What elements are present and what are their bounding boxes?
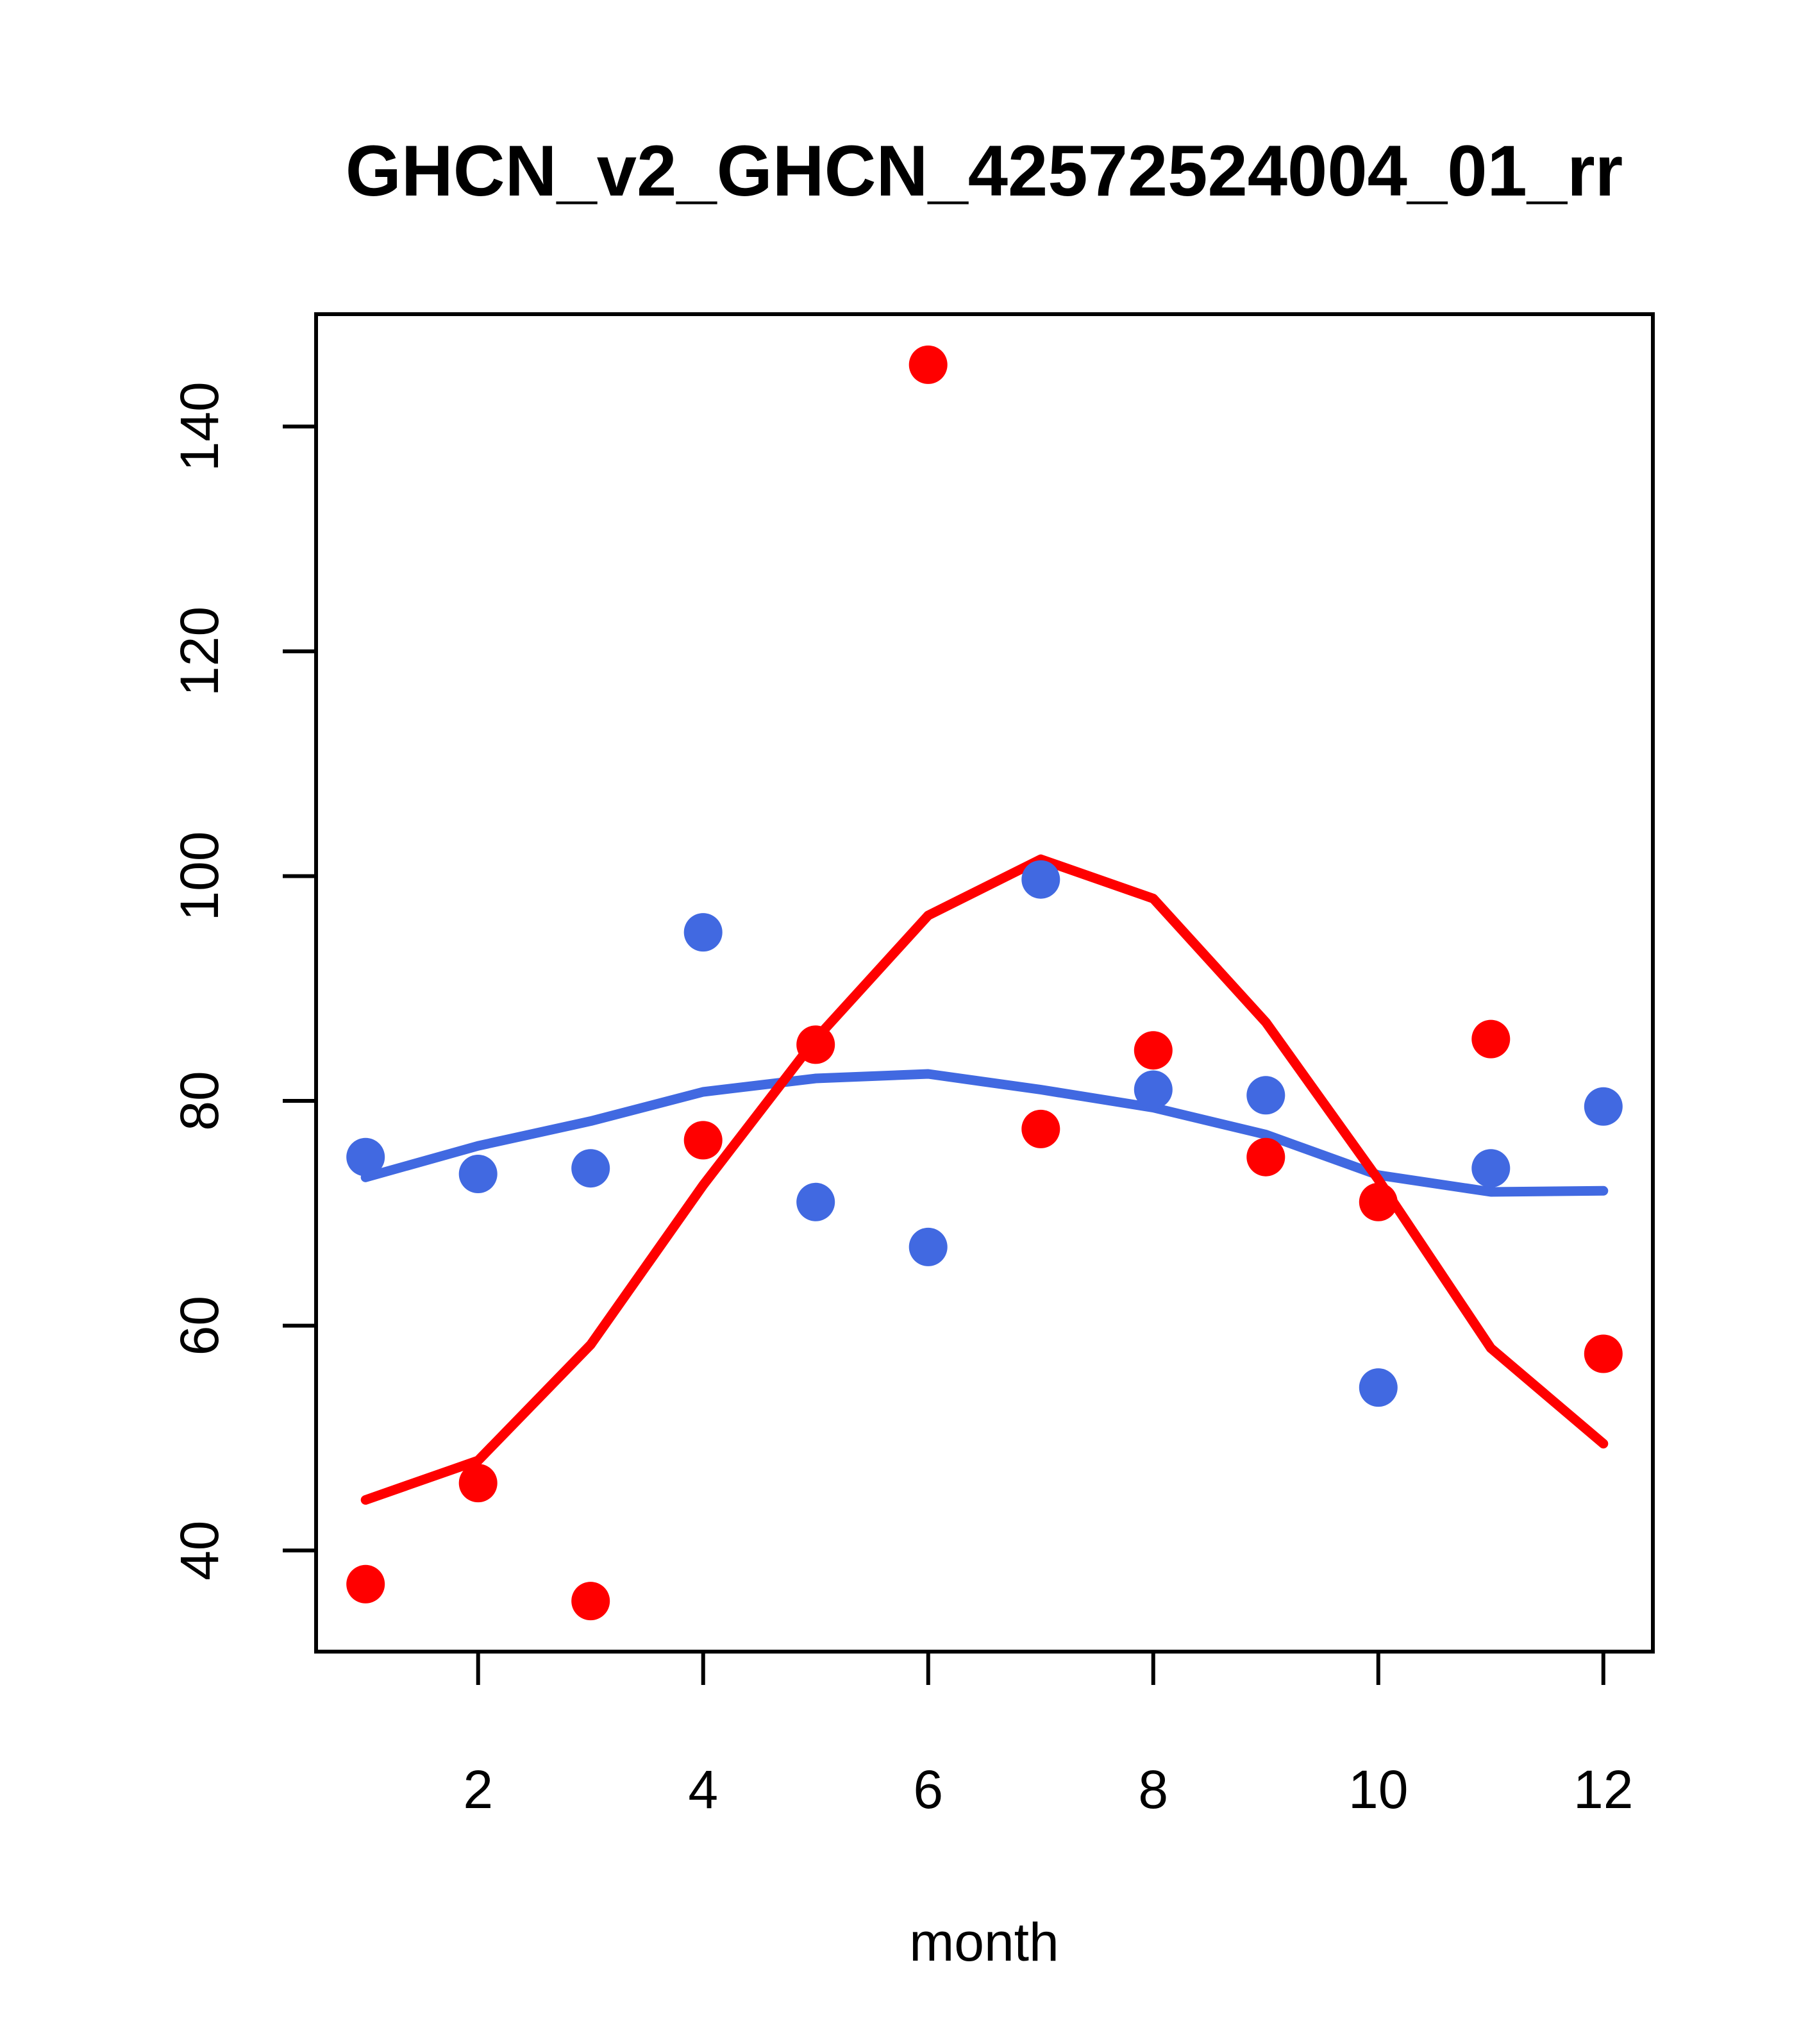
x-tick-label-6: 6 <box>913 1759 943 1820</box>
y-tick-label-40: 40 <box>169 1521 230 1580</box>
blue-points-m11 <box>1471 1149 1511 1188</box>
red-points-m12 <box>1584 1334 1623 1373</box>
red-points-m1 <box>346 1564 385 1604</box>
red-points-m11 <box>1471 1019 1511 1059</box>
y-tick-label-100: 100 <box>169 831 230 921</box>
y-axis-ticks: 40 60 80 100 120 140 <box>169 381 316 1580</box>
red-points-m5 <box>796 1025 835 1064</box>
lowess-lines <box>360 854 1609 1505</box>
x-tick-label-4: 4 <box>688 1759 718 1820</box>
plot-border <box>314 312 1655 1654</box>
chart-title: GHCN_v2_GHCN_42572524004_01_rr <box>346 131 1623 211</box>
red-points-m9 <box>1246 1137 1285 1177</box>
blue-points-m4 <box>683 913 723 952</box>
blue-points-m7 <box>1021 860 1060 899</box>
red-points-m8 <box>1134 1031 1173 1070</box>
y-tick-label-140: 140 <box>169 381 230 471</box>
blue-points-m10 <box>1359 1368 1398 1407</box>
red-lowess-line <box>360 854 1609 1505</box>
blue-lowess-line <box>360 1069 1609 1197</box>
red-points-m6 <box>908 345 948 384</box>
blue-points-m3 <box>571 1149 610 1188</box>
blue-points-m1 <box>346 1137 385 1177</box>
blue-points-m9 <box>1246 1076 1285 1115</box>
red-points-m3 <box>571 1582 610 1621</box>
y-tick-label-60: 60 <box>169 1296 230 1355</box>
red-points-m2 <box>458 1464 498 1503</box>
blue-points-m6 <box>908 1227 948 1266</box>
y-tick-label-120: 120 <box>169 607 230 696</box>
data-points <box>346 345 1623 1621</box>
x-tick-label-8: 8 <box>1138 1759 1168 1820</box>
blue-points-m8 <box>1134 1070 1173 1109</box>
blue-points-m2 <box>458 1155 498 1193</box>
blue-points-m5 <box>796 1182 835 1221</box>
blue-points-m12 <box>1584 1087 1623 1126</box>
y-tick-label-80: 80 <box>169 1071 230 1130</box>
red-points-m7 <box>1021 1109 1060 1148</box>
x-tick-label-10: 10 <box>1348 1759 1408 1820</box>
x-tick-label-2: 2 <box>463 1759 493 1820</box>
red-points-m4 <box>683 1121 723 1160</box>
x-axis-ticks: 2 4 6 8 10 12 <box>463 1652 1633 1820</box>
x-axis-label: month <box>909 1912 1059 1972</box>
red-points-m10 <box>1359 1182 1398 1221</box>
x-tick-label-12: 12 <box>1573 1759 1633 1820</box>
